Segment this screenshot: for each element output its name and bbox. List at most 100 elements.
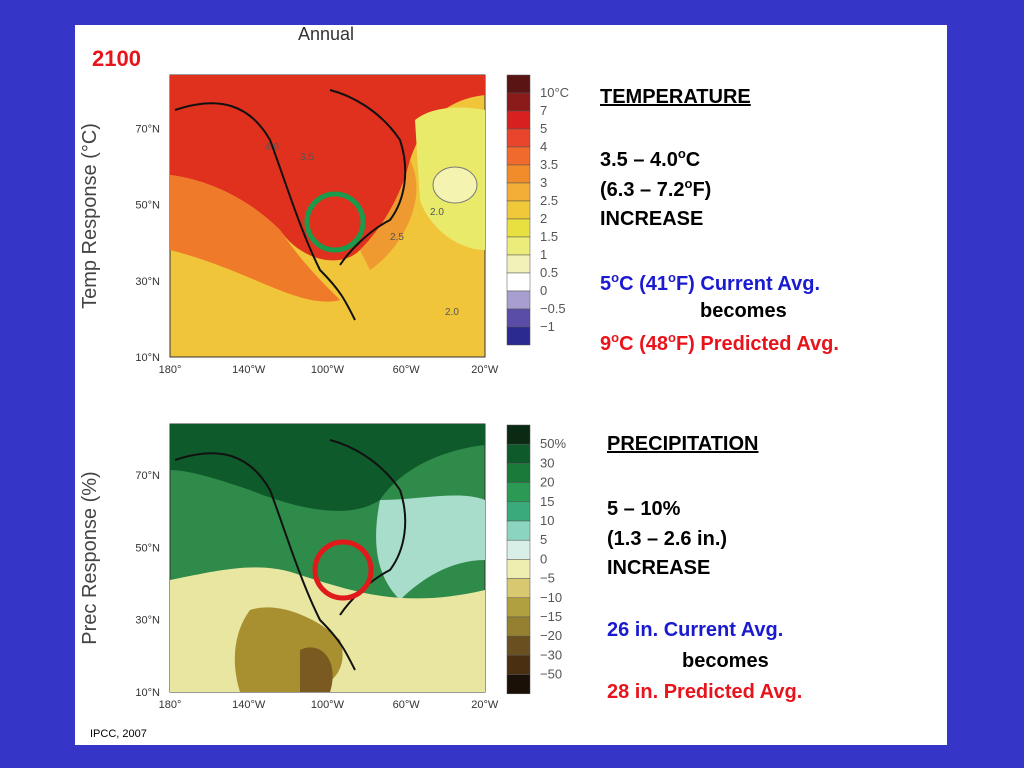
text-segment: 5 [600, 273, 611, 295]
lon-label: 180° [159, 699, 182, 711]
colorbar-swatch [506, 110, 531, 130]
colorbar-swatch [506, 308, 531, 328]
colorbar-label: −5 [540, 571, 555, 586]
info-line: 9oC (48oF) Predicted Avg. [600, 330, 839, 355]
y-axis-label: Prec Response (%) [79, 471, 101, 644]
contour-label: 3.5 [300, 152, 314, 163]
precipitation-map [169, 423, 486, 693]
colorbar-swatch [506, 74, 531, 94]
colorbar-label: −1 [540, 319, 555, 334]
colorbar-swatch [506, 520, 531, 541]
info-line: 28 in. Predicted Avg. [607, 681, 802, 703]
colorbar-label: 0 [540, 283, 547, 298]
lon-label: 140°W [232, 699, 266, 711]
info-line: 3.5 – 4.0oC [600, 146, 700, 171]
colorbar-label: 1 [540, 247, 547, 262]
colorbar-swatch [506, 236, 531, 256]
colorbar-swatch [506, 539, 531, 560]
info-line: 5 – 10% [607, 498, 681, 520]
colorbar-label: 0.5 [540, 265, 558, 280]
colorbar-swatch [506, 501, 531, 522]
highlight-circle [304, 191, 366, 253]
colorbar-label: −15 [540, 609, 562, 624]
zone [360, 160, 417, 270]
colorbar-swatch [506, 254, 531, 274]
lon-label: 100°W [311, 699, 345, 711]
colorbar-label: 0 [540, 551, 547, 566]
superscript: o [611, 330, 619, 345]
contour-label: 2.5 [390, 232, 404, 243]
colorbar-label: 10 [540, 513, 554, 528]
colorbar-label: 10°C [540, 85, 569, 100]
y-axis-label: Temp Response (°C) [79, 123, 101, 309]
colorbar-swatch [506, 128, 531, 148]
colorbar-label: −30 [540, 647, 562, 662]
text-segment: 9 [600, 333, 611, 355]
lon-label: 180° [159, 364, 182, 376]
colorbar-label: 3.5 [540, 157, 558, 172]
colorbar-swatch [506, 164, 531, 184]
text-segment: 28 in. Predicted Avg. [607, 681, 802, 703]
superscript: o [678, 146, 686, 161]
info-line: INCREASE [607, 557, 710, 579]
dry-zone [300, 647, 333, 692]
text-segment: C [686, 149, 700, 171]
info-line: becomes [700, 300, 787, 322]
colorbar-swatch [506, 182, 531, 202]
lon-label: 100°W [311, 364, 345, 376]
colorbar-swatch [506, 597, 531, 618]
highlight-circle [312, 539, 374, 601]
section-heading: PRECIPITATION [607, 433, 758, 455]
colorbar-swatch [506, 616, 531, 637]
text-segment: INCREASE [607, 557, 710, 579]
lat-label: 50°N [135, 542, 160, 554]
info-line: INCREASE [600, 208, 703, 230]
info-line: 5oC (41oF) Current Avg. [600, 270, 820, 295]
colorbar-swatch [506, 200, 531, 220]
colorbar-swatch [506, 463, 531, 483]
text-segment: becomes [682, 650, 769, 672]
coastline [174, 89, 407, 321]
zone [376, 495, 485, 600]
colorbar-label: 30 [540, 455, 554, 470]
colorbar-label: 2 [540, 211, 547, 226]
lat-label: 50°N [135, 200, 160, 212]
info-line: 26 in. Current Avg. [607, 619, 783, 641]
text-segment: F) Current Avg. [676, 273, 820, 295]
text-segment: 3.5 – 4.0 [600, 149, 678, 171]
text-segment: F) Predicted Avg. [676, 333, 839, 355]
colorbar-label: −10 [540, 590, 562, 605]
colorbar-swatch [506, 146, 531, 166]
colorbar-swatch [506, 272, 531, 292]
figure-title: Annual [298, 24, 354, 44]
superscript: o [668, 270, 676, 285]
contour-label: 2.0 [445, 307, 459, 318]
contour-label: 2.0 [430, 207, 444, 218]
superscript: o [668, 330, 676, 345]
lon-label: 20°W [471, 699, 499, 711]
colorbar-swatch [506, 655, 531, 675]
lat-label: 10°N [135, 687, 160, 699]
colorbar-swatch [506, 559, 531, 579]
superscript: o [611, 270, 619, 285]
superscript: o [685, 176, 693, 191]
colorbar-label: 5 [540, 532, 547, 547]
colorbar-label: −0.5 [540, 301, 566, 316]
colorbar-label: 5 [540, 121, 547, 136]
colorbar-swatch [506, 92, 531, 112]
lon-label: 60°W [393, 364, 421, 376]
wet-zone [170, 424, 485, 511]
text-segment: (6.3 – 7.2 [600, 179, 685, 201]
citation: IPCC, 2007 [90, 728, 147, 740]
colorbar-swatch [506, 290, 531, 310]
text-segment: 26 in. Current Avg. [607, 619, 783, 641]
colorbar-label: 3 [540, 175, 547, 190]
colorbar-swatch [506, 482, 531, 503]
colorbar-swatch [506, 635, 531, 656]
lat-label: 10°N [135, 352, 160, 364]
temperature-map [169, 74, 486, 358]
section-heading: TEMPERATURE [600, 86, 751, 108]
text-segment: F) [692, 179, 711, 201]
colorbar-swatch [506, 443, 531, 464]
